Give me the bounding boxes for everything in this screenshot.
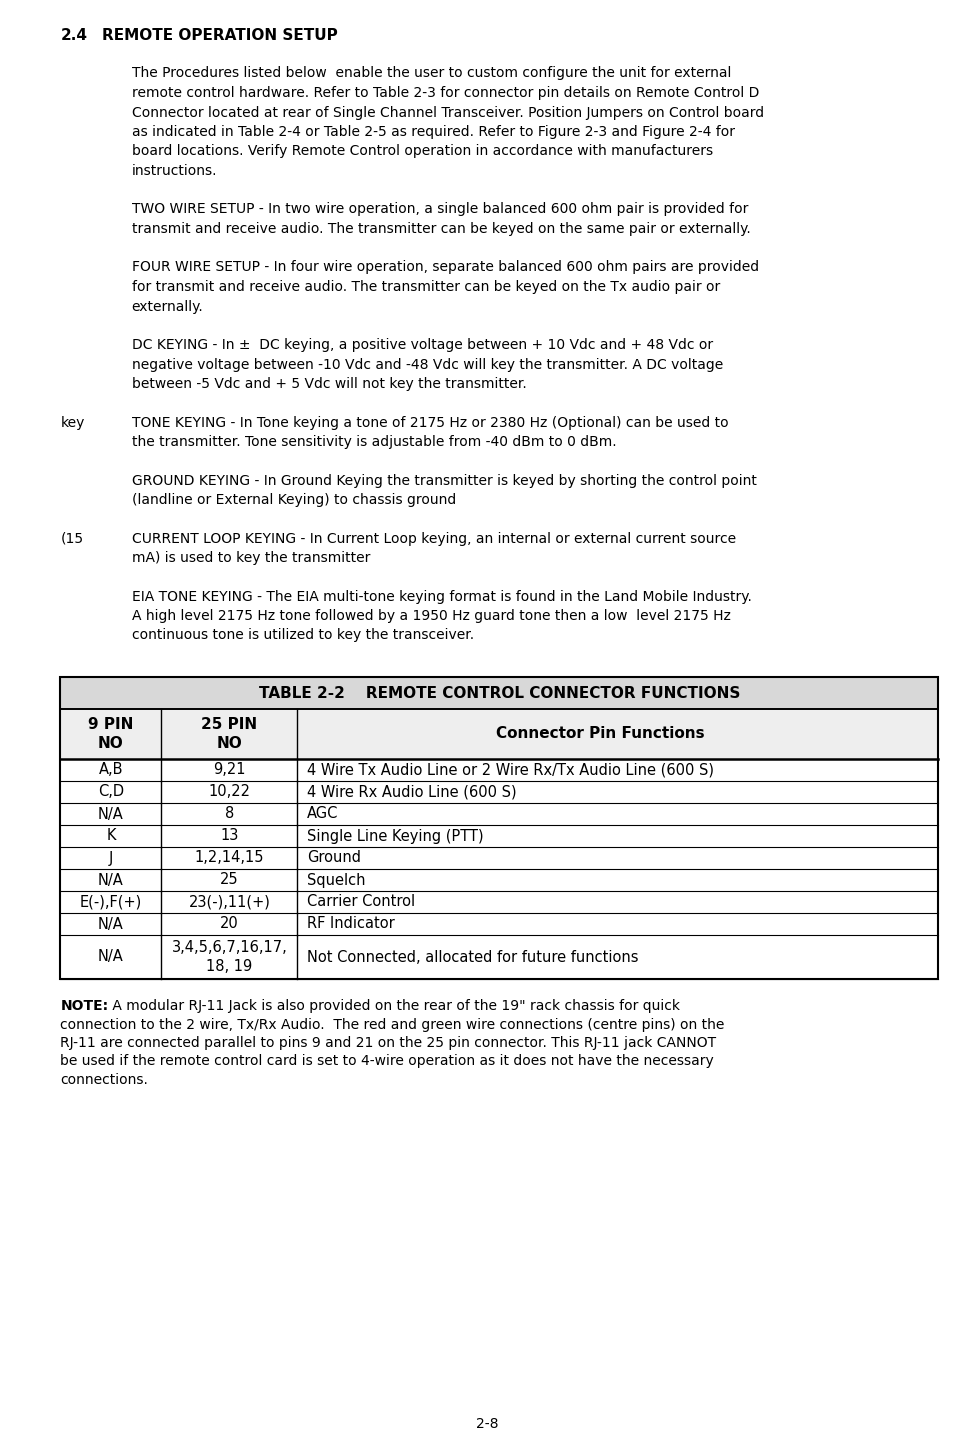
Text: connections.: connections. bbox=[60, 1073, 148, 1087]
Text: Carrier Control: Carrier Control bbox=[307, 895, 415, 910]
Text: key: key bbox=[60, 415, 85, 429]
Text: connection to the 2 wire, Tx/Rx Audio.  The red and green wire connections (cent: connection to the 2 wire, Tx/Rx Audio. T… bbox=[60, 1018, 724, 1031]
Text: Connector Pin Functions: Connector Pin Functions bbox=[496, 726, 704, 742]
Text: 8: 8 bbox=[225, 807, 234, 821]
Text: 2-8: 2-8 bbox=[476, 1417, 499, 1432]
Text: TWO WIRE SETUP - In two wire operation, a single balanced 600 ohm pair is provid: TWO WIRE SETUP - In two wire operation, … bbox=[132, 202, 748, 217]
Text: 1,2,14,15: 1,2,14,15 bbox=[195, 850, 264, 866]
Text: E(-),F(+): E(-),F(+) bbox=[80, 895, 142, 910]
Bar bbox=[60, 677, 938, 709]
Text: remote control hardware. Refer to Table 2-3 for connector pin details on Remote : remote control hardware. Refer to Table … bbox=[132, 85, 759, 100]
Text: RF Indicator: RF Indicator bbox=[307, 917, 395, 931]
Text: The Procedures listed below  enable the user to custom configure the unit for ex: The Procedures listed below enable the u… bbox=[132, 67, 731, 81]
Text: A high level 2175 Hz tone followed by a 1950 Hz guard tone then a low  level 217: A high level 2175 Hz tone followed by a … bbox=[132, 609, 730, 623]
Text: 23(-),11(+): 23(-),11(+) bbox=[188, 895, 270, 910]
Text: the transmitter. Tone sensitivity is adjustable from -40 dBm to 0 dBm.: the transmitter. Tone sensitivity is adj… bbox=[132, 435, 616, 450]
Text: AGC: AGC bbox=[307, 807, 338, 821]
Bar bbox=[60, 677, 938, 979]
Text: N/A: N/A bbox=[98, 872, 124, 888]
Text: Connector located at rear of Single Channel Transceiver. Position Jumpers on Con: Connector located at rear of Single Chan… bbox=[132, 106, 763, 120]
Text: 9,21: 9,21 bbox=[214, 762, 246, 778]
Text: be used if the remote control card is set to 4-wire operation as it does not hav: be used if the remote control card is se… bbox=[60, 1054, 715, 1069]
Text: N/A: N/A bbox=[98, 807, 124, 821]
Text: NOTE:: NOTE: bbox=[60, 999, 108, 1014]
Text: 3,4,5,6,7,16,17,
18, 19: 3,4,5,6,7,16,17, 18, 19 bbox=[172, 940, 288, 973]
Text: mA) is used to key the transmitter: mA) is used to key the transmitter bbox=[132, 551, 370, 565]
Text: K: K bbox=[106, 829, 116, 843]
Text: negative voltage between -10 Vdc and -48 Vdc will key the transmitter. A DC volt: negative voltage between -10 Vdc and -48… bbox=[132, 357, 722, 372]
Text: 4 Wire Tx Audio Line or 2 Wire Rx/Tx Audio Line (600 S): 4 Wire Tx Audio Line or 2 Wire Rx/Tx Aud… bbox=[307, 762, 715, 778]
Text: for transmit and receive audio. The transmitter can be keyed on the Tx audio pai: for transmit and receive audio. The tran… bbox=[132, 281, 720, 294]
Text: 13: 13 bbox=[220, 829, 239, 843]
Text: A,B: A,B bbox=[98, 762, 123, 778]
Text: C,D: C,D bbox=[98, 785, 124, 800]
Text: GROUND KEYING - In Ground Keying the transmitter is keyed by shorting the contro: GROUND KEYING - In Ground Keying the tra… bbox=[132, 473, 757, 487]
Text: 2.4: 2.4 bbox=[60, 27, 88, 43]
Text: Ground: Ground bbox=[307, 850, 362, 866]
Text: transmit and receive audio. The transmitter can be keyed on the same pair or ext: transmit and receive audio. The transmit… bbox=[132, 223, 751, 236]
Text: 4 Wire Rx Audio Line (600 S): 4 Wire Rx Audio Line (600 S) bbox=[307, 785, 517, 800]
Text: TABLE 2-2    REMOTE CONTROL CONNECTOR FUNCTIONS: TABLE 2-2 REMOTE CONTROL CONNECTOR FUNCT… bbox=[258, 685, 740, 700]
Text: FOUR WIRE SETUP - In four wire operation, separate balanced 600 ohm pairs are pr: FOUR WIRE SETUP - In four wire operation… bbox=[132, 260, 759, 275]
Text: N/A: N/A bbox=[98, 917, 124, 931]
Text: CURRENT LOOP KEYING - In Current Loop keying, an internal or external current so: CURRENT LOOP KEYING - In Current Loop ke… bbox=[132, 532, 736, 545]
Text: 25 PIN
NO: 25 PIN NO bbox=[201, 717, 257, 750]
Text: N/A: N/A bbox=[98, 950, 124, 964]
Text: instructions.: instructions. bbox=[132, 163, 217, 178]
Text: Not Connected, allocated for future functions: Not Connected, allocated for future func… bbox=[307, 950, 639, 964]
Text: board locations. Verify Remote Control operation in accordance with manufacturer: board locations. Verify Remote Control o… bbox=[132, 145, 713, 159]
Text: Single Line Keying (PTT): Single Line Keying (PTT) bbox=[307, 829, 484, 843]
Text: externally.: externally. bbox=[132, 299, 204, 314]
Text: 20: 20 bbox=[220, 917, 239, 931]
Text: between -5 Vdc and + 5 Vdc will not key the transmitter.: between -5 Vdc and + 5 Vdc will not key … bbox=[132, 377, 526, 390]
Text: A modular RJ-11 Jack is also provided on the rear of the 19" rack chassis for qu: A modular RJ-11 Jack is also provided on… bbox=[108, 999, 681, 1014]
Text: 10,22: 10,22 bbox=[209, 785, 251, 800]
Text: REMOTE OPERATION SETUP: REMOTE OPERATION SETUP bbox=[102, 27, 338, 43]
Text: RJ-11 are connected parallel to pins 9 and 21 on the 25 pin connector. This RJ-1: RJ-11 are connected parallel to pins 9 a… bbox=[60, 1035, 717, 1050]
Text: Squelch: Squelch bbox=[307, 872, 366, 888]
Text: TONE KEYING - In Tone keying a tone of 2175 Hz or 2380 Hz (Optional) can be used: TONE KEYING - In Tone keying a tone of 2… bbox=[132, 415, 728, 429]
Text: as indicated in Table 2-4 or Table 2-5 as required. Refer to Figure 2-3 and Figu: as indicated in Table 2-4 or Table 2-5 a… bbox=[132, 124, 734, 139]
Text: (landline or External Keying) to chassis ground: (landline or External Keying) to chassis… bbox=[132, 493, 456, 508]
Text: 9 PIN
NO: 9 PIN NO bbox=[88, 717, 134, 750]
Text: (15: (15 bbox=[60, 532, 84, 545]
Text: J: J bbox=[109, 850, 113, 866]
Bar bbox=[60, 709, 938, 759]
Text: 25: 25 bbox=[220, 872, 239, 888]
Text: continuous tone is utilized to key the transceiver.: continuous tone is utilized to key the t… bbox=[132, 629, 474, 642]
Text: DC KEYING - In ±  DC keying, a positive voltage between + 10 Vdc and + 48 Vdc or: DC KEYING - In ± DC keying, a positive v… bbox=[132, 338, 713, 351]
Text: EIA TONE KEYING - The EIA multi-tone keying format is found in the Land Mobile I: EIA TONE KEYING - The EIA multi-tone key… bbox=[132, 590, 752, 603]
